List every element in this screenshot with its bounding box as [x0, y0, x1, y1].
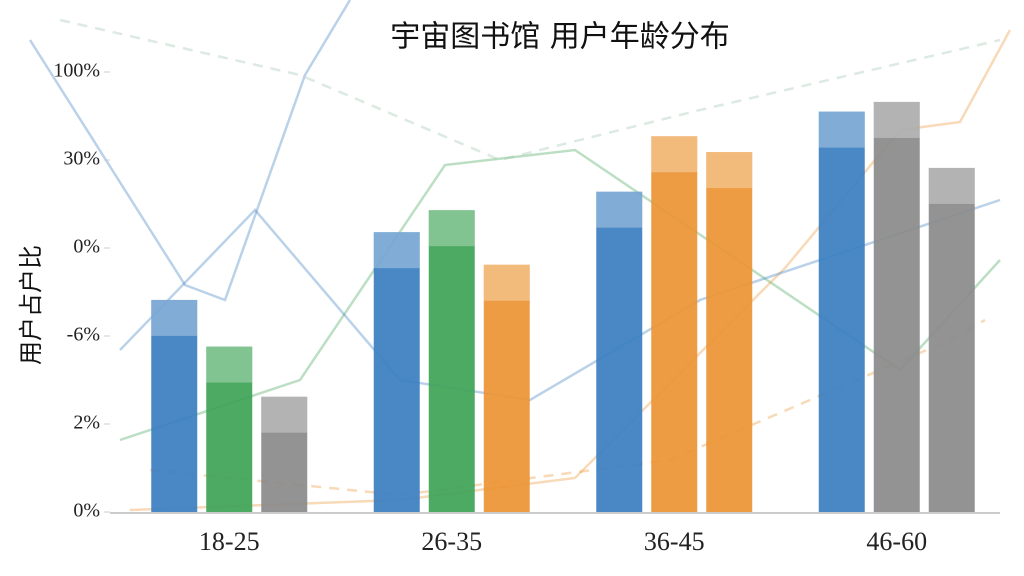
bar	[651, 136, 698, 513]
bar	[373, 232, 420, 512]
x-tick-label: 46-60	[866, 527, 927, 556]
bar-highlight	[651, 136, 698, 173]
bar	[428, 210, 475, 512]
bar	[151, 299, 198, 512]
bar	[596, 191, 643, 512]
x-tick-label: 36-45	[644, 527, 705, 556]
y-tick-label: 30%	[63, 148, 100, 170]
bar-highlight	[928, 167, 975, 204]
x-tick-label: 18-25	[199, 527, 260, 556]
bar-highlight	[151, 299, 198, 336]
bar-highlight	[373, 232, 420, 269]
bar-highlight	[818, 111, 865, 148]
bar	[928, 167, 975, 513]
bar	[261, 396, 308, 512]
y-tick-label: 0%	[73, 500, 100, 522]
bar	[483, 264, 530, 512]
y-tick-label: 2%	[73, 412, 100, 434]
bar	[206, 346, 253, 512]
x-tick-label: 26-35	[421, 527, 482, 556]
bar	[706, 152, 753, 512]
bar-highlight	[706, 152, 753, 189]
bar-highlight	[483, 264, 530, 301]
bar-highlight	[206, 346, 253, 383]
bar	[818, 111, 865, 512]
bar-highlight	[873, 101, 920, 138]
y-axis-label: 用户占户比	[17, 245, 45, 365]
y-tick-label: -6%	[67, 324, 100, 346]
bar-highlight	[428, 210, 475, 247]
chart-title: 宇宙图书馆 用户年龄分布	[390, 20, 730, 55]
bar	[873, 101, 920, 513]
y-tick-label: 0%	[73, 236, 100, 258]
bar-highlight	[596, 191, 643, 228]
y-tick-label: 100%	[53, 60, 100, 82]
bar-highlight	[261, 396, 308, 433]
